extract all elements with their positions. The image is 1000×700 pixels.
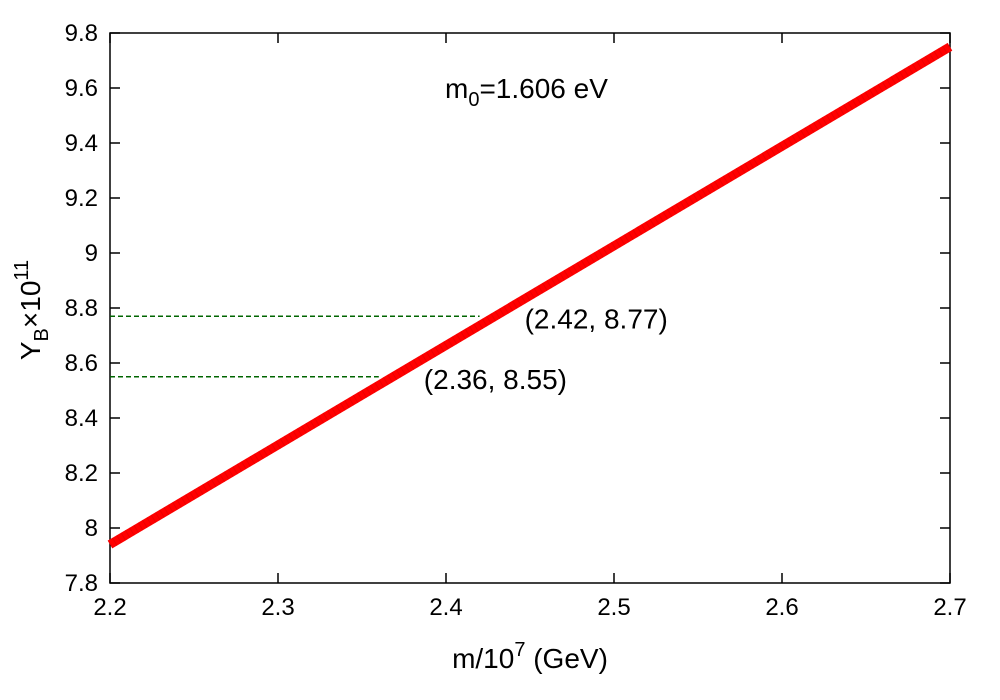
y-tick-label: 8 (85, 515, 98, 542)
reference-labels: (2.42, 8.77) (2.36, 8.55) (424, 303, 668, 395)
reference-lines (110, 315, 480, 378)
x-tick-label: 2.7 (933, 594, 966, 621)
reference-point-label-0: (2.42, 8.77) (525, 303, 668, 334)
y-tick-label: 9.2 (65, 185, 98, 212)
x-axis-label: m/107 (GeV) (452, 639, 608, 674)
series-line-0 (107, 42, 953, 549)
x-tick-label: 2.5 (597, 594, 630, 621)
y-tick-label: 8.2 (65, 460, 98, 487)
x-tick-label: 2.2 (93, 594, 126, 621)
y-tick-label: 7.8 (65, 570, 98, 597)
x-tick-label: 2.4 (429, 594, 462, 621)
y-tick-label: 8.6 (65, 350, 98, 377)
annotation-m0: m0=1.606 eV (445, 73, 608, 111)
reference-point-label-1: (2.36, 8.55) (424, 364, 567, 395)
y-tick-label: 9.8 (65, 20, 98, 47)
y-tick-label: 8.4 (65, 405, 98, 432)
series-group (107, 42, 953, 549)
y-tick-label: 9.4 (65, 130, 98, 157)
y-tick-label: 9.6 (65, 75, 98, 102)
y-tick-label: 9 (85, 240, 98, 267)
tick-marks (109, 32, 951, 584)
y-tick-label: 8.8 (65, 295, 98, 322)
x-tick-label: 2.3 (261, 594, 294, 621)
x-tick-labels: 2.2 2.3 2.4 2.5 2.6 2.7 (93, 594, 966, 621)
x-tick-label: 2.6 (765, 594, 798, 621)
y-tick-labels: 7.8 8 8.2 8.4 8.6 8.8 9 9.2 9.4 9.6 9.8 (65, 20, 98, 597)
y-axis-label: YB×1011 (11, 260, 53, 360)
